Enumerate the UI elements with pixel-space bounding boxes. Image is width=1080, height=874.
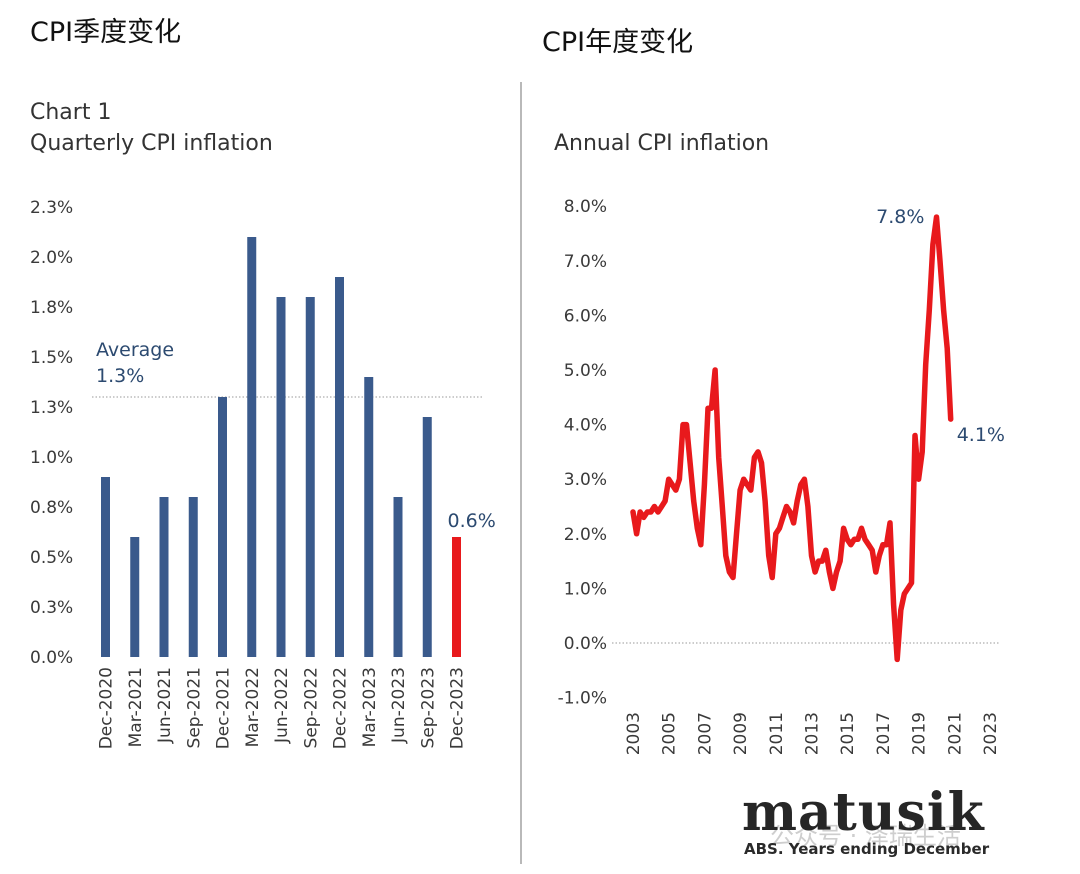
x-tick-label: 2005 (660, 712, 680, 755)
x-tick-label: 2023 (981, 712, 1001, 755)
y-tick-label: 5.0% (564, 361, 607, 381)
y-tick-label: 1.0% (564, 579, 607, 599)
highlight-value-label: 0.6% (448, 510, 496, 532)
y-tick-label: 2.0% (564, 525, 607, 545)
y-tick-label: 0.3% (30, 598, 73, 618)
y-tick-label: 4.0% (564, 416, 607, 436)
bar (452, 537, 461, 657)
x-tick-label: 2013 (803, 712, 823, 755)
x-tick-label: 2021 (945, 712, 965, 755)
source-note: ABS. Years ending December (744, 840, 990, 858)
average-value-label: 1.3% (96, 365, 144, 387)
y-tick-label: 2.0% (30, 248, 73, 268)
y-tick-label: 0.8% (30, 498, 73, 518)
x-tick-label: Dec-2023 (448, 667, 468, 749)
y-tick-label: 0.0% (30, 648, 73, 668)
bar (188, 497, 198, 657)
quarterly-cpi-chart: 0.0% 0.3% 0.5% 0.8% 1.0% 1.3% 1.5% 1.8% 2.0% 2.3%… (30, 198, 496, 749)
x-tick-label: 2011 (767, 712, 787, 755)
average-label: Average (96, 339, 174, 361)
bar (422, 417, 432, 657)
y-tick-label: 1.5% (30, 348, 73, 368)
annual-cpi-line (630, 214, 954, 663)
y-tick-label: -1.0% (558, 689, 607, 709)
panel-divider (520, 82, 522, 864)
y-tick-label: 0.5% (30, 548, 73, 568)
quarterly-chart-subtitle: Quarterly CPI inflation (30, 131, 273, 156)
y-tick-label: 3.0% (564, 470, 607, 490)
x-tick-label: 2017 (874, 712, 894, 755)
y-tick-label: 1.8% (30, 298, 73, 318)
right-heading: CPI年度变化 (542, 27, 694, 58)
x-tick-label: Sep-2022 (301, 667, 321, 748)
x-tick-label: Dec-2022 (331, 667, 351, 749)
y-tick-label: 6.0% (564, 306, 607, 326)
y-tick-label: 7.0% (564, 252, 607, 272)
x-tick-label: Sep-2021 (184, 667, 204, 748)
annual-chart-title: Annual CPI inflation (554, 131, 770, 156)
x-tick-label: Jun-2023 (389, 667, 409, 744)
bar (159, 497, 169, 657)
bar (364, 377, 374, 657)
bar (247, 237, 257, 657)
x-tick-label: Dec-2020 (97, 667, 117, 749)
x-tick-label: 2009 (731, 712, 751, 755)
x-tick-label: Jun-2021 (155, 667, 175, 744)
y-tick-label: 1.0% (30, 448, 73, 468)
y-tick-label: 1.3% (30, 398, 73, 418)
last-value-label: 4.1% (957, 424, 1005, 446)
x-tick-label: 2007 (695, 712, 715, 755)
y-tick-label: 0.0% (564, 634, 607, 654)
y-tick-label: 2.3% (30, 198, 73, 218)
x-tick-label: 2019 (910, 712, 930, 755)
x-tick-label: Dec-2021 (214, 667, 234, 749)
watermark-text: 公众号 · 泽瑞生活 (770, 822, 961, 850)
x-tick-label: Mar-2022 (243, 667, 263, 747)
x-tick-label: 2015 (838, 712, 858, 755)
peak-value-label: 7.8% (876, 206, 924, 228)
bar (335, 277, 344, 657)
x-tick-label: Mar-2023 (360, 667, 380, 747)
x-tick-label: Mar-2021 (126, 667, 146, 747)
bar (393, 497, 403, 657)
bar (276, 297, 286, 657)
bar (305, 297, 315, 657)
y-tick-label: 8.0% (564, 197, 607, 217)
matusik-logo: matusik (742, 782, 985, 843)
bar (130, 537, 140, 657)
x-tick-label: 2003 (624, 712, 644, 755)
left-heading: CPI季度变化 (30, 17, 182, 48)
quarterly-chart-title: Chart 1 (30, 100, 112, 125)
bar (218, 397, 227, 657)
x-tick-label: Jun-2022 (272, 667, 292, 744)
bar (101, 477, 110, 657)
x-tick-label: Sep-2023 (418, 667, 438, 748)
